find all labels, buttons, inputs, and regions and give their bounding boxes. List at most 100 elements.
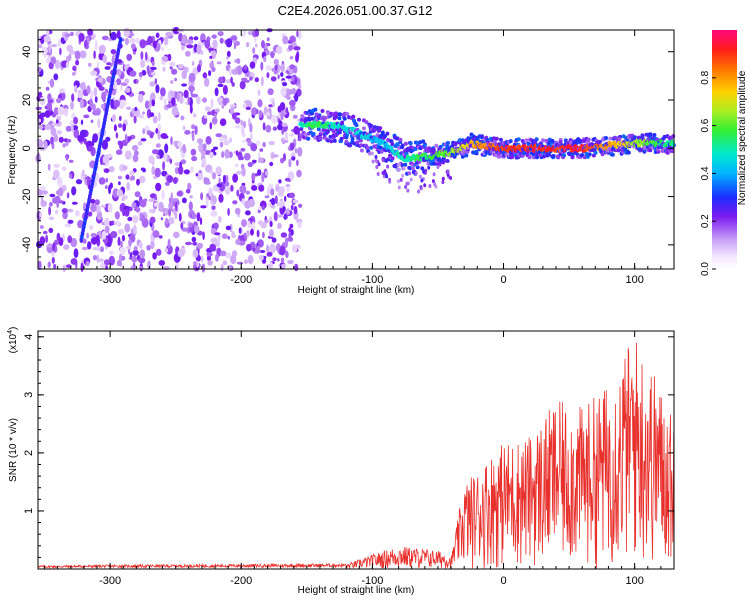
- noise-cell: [204, 39, 211, 49]
- noise-cell: [120, 85, 123, 92]
- noise-cell: [72, 65, 77, 72]
- tail-cell: [375, 165, 379, 169]
- noise-cell: [172, 26, 180, 35]
- noise-cell: [210, 148, 216, 153]
- noise-cell: [83, 114, 90, 119]
- ridge-halo-cell: [337, 116, 342, 121]
- noise-cell: [138, 114, 145, 119]
- noise-cell: [277, 63, 281, 74]
- noise-cell: [243, 64, 248, 71]
- noise-cell: [267, 37, 270, 42]
- ridge-halo-cell: [383, 134, 387, 139]
- ridge-halo-cell: [422, 143, 427, 148]
- noise-cell: [74, 84, 78, 93]
- noise-cell: [256, 245, 260, 254]
- spectrogram-x-tick-label: -300: [99, 274, 121, 286]
- ridge-halo-cell: [339, 136, 344, 141]
- noise-cell: [101, 91, 106, 102]
- noise-cell: [45, 57, 51, 64]
- noise-cell: [146, 245, 151, 251]
- noise-cell: [297, 147, 303, 157]
- ridge-cell: [637, 143, 641, 148]
- noise-cell: [263, 56, 267, 63]
- noise-cell: [186, 39, 194, 44]
- noise-cell: [58, 237, 64, 247]
- spectrogram-x-tick-label: 0: [500, 274, 506, 286]
- noise-cell: [97, 75, 102, 79]
- noise-cell: [106, 62, 112, 66]
- noise-cell: [218, 137, 226, 142]
- noise-cell: [253, 36, 257, 43]
- noise-cell: [222, 174, 226, 184]
- noise-cell: [231, 82, 235, 87]
- noise-cell: [254, 43, 258, 48]
- noise-cell: [98, 258, 104, 263]
- noise-cell: [281, 139, 289, 143]
- noise-cell: [182, 143, 186, 154]
- noise-cell: [155, 32, 160, 39]
- noise-cell: [296, 159, 299, 167]
- noise-cell: [142, 128, 146, 135]
- noise-cell: [274, 195, 278, 205]
- noise-cell: [280, 72, 284, 77]
- noise-cell: [89, 90, 94, 100]
- ridge-halo-cell: [316, 114, 321, 119]
- tail-cell: [371, 151, 374, 156]
- ridge-halo-cell: [407, 171, 412, 176]
- noise-cell: [66, 44, 74, 53]
- noise-cell: [48, 227, 54, 233]
- spectrogram-y-tick-label: -40: [21, 237, 33, 253]
- noise-cell: [215, 133, 223, 138]
- noise-cell: [247, 254, 254, 265]
- noise-cell: [111, 114, 116, 122]
- ridge-halo-cell: [420, 166, 425, 171]
- noise-cell: [200, 255, 204, 262]
- ridge-halo-cell: [498, 137, 503, 142]
- noise-cell: [252, 47, 256, 54]
- noise-cell: [238, 227, 242, 234]
- noise-cell: [204, 77, 210, 87]
- noise-cell: [270, 197, 276, 206]
- noise-cell: [139, 39, 146, 49]
- ridge-halo-cell: [510, 154, 515, 159]
- noise-cell: [234, 124, 241, 129]
- noise-cell: [287, 259, 294, 265]
- ridge-halo-cell: [303, 132, 308, 137]
- noise-cell: [251, 221, 255, 230]
- noise-cell: [50, 56, 57, 65]
- noise-cell: [162, 66, 166, 72]
- noise-cell: [290, 80, 297, 85]
- ridge-halo-cell: [426, 161, 431, 166]
- noise-cell: [165, 181, 170, 186]
- noise-cell: [201, 97, 208, 103]
- noise-cell: [282, 35, 289, 45]
- tail-cell: [417, 189, 421, 194]
- noise-cell: [189, 104, 193, 114]
- ridge-halo-cell: [367, 151, 372, 156]
- noise-cell: [229, 104, 236, 108]
- noise-cell: [90, 70, 98, 76]
- noise-cell: [126, 53, 132, 61]
- ridge-halo-cell: [640, 133, 645, 138]
- spectrogram-y-tick-label: -20: [21, 189, 33, 205]
- noise-cell: [109, 250, 114, 256]
- noise-cell: [181, 83, 188, 87]
- noise-cell: [196, 138, 204, 144]
- noise-cell: [181, 227, 188, 232]
- noise-cell: [140, 138, 147, 142]
- noise-cell: [271, 67, 275, 72]
- noise-cell: [224, 149, 230, 159]
- noise-cell: [214, 113, 217, 118]
- noise-cell: [285, 250, 289, 259]
- ridge-halo-cell: [299, 127, 304, 131]
- noise-cell: [282, 82, 288, 87]
- noise-cell: [269, 98, 274, 103]
- spectrogram-frame: [37, 29, 675, 270]
- noise-cell: [90, 233, 98, 238]
- noise-cell: [106, 241, 112, 248]
- noise-cell: [279, 245, 286, 256]
- tail-cell: [414, 171, 418, 176]
- noise-cell: [280, 63, 286, 72]
- noise-cell: [234, 207, 241, 215]
